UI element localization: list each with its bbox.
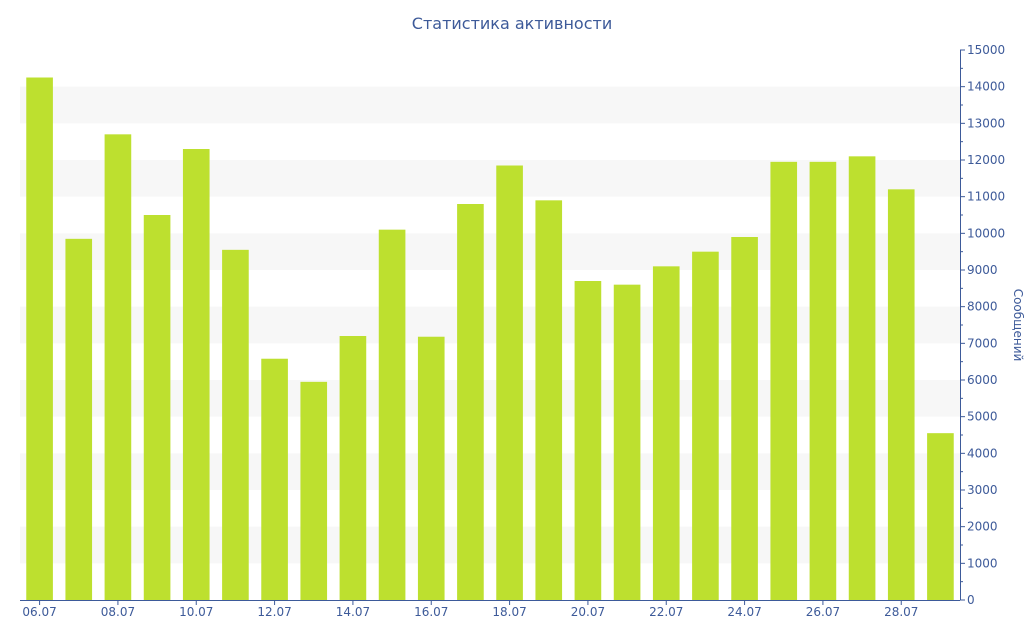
y-axis-label: Сообщений [1011,289,1024,362]
bar-18.07 [496,165,523,600]
bar-25.07 [770,161,798,601]
y-tick-label: 12000 [967,153,1005,167]
grid-band [20,380,960,417]
grid-band [20,453,960,490]
x-tick-label: 18.07 [492,605,526,619]
x-tick-label: 28.07 [884,605,918,619]
grid-bands [20,86,960,564]
bar-27.07 [848,156,876,601]
bar-12.07 [261,358,288,600]
x-tick-label: 26.07 [806,605,840,619]
bar-21.07 [613,284,641,600]
y-tick-label: 6000 [967,373,998,387]
bar-22.07 [652,266,680,600]
chart-title: Статистика активности [411,14,613,33]
bar-17.07 [457,204,484,600]
grid-band [20,306,960,344]
grid-band [20,526,960,564]
y-tick-label: 11000 [967,190,1005,204]
bar-29.07 [927,433,954,600]
x-tick-label: 24.07 [727,605,761,619]
y-tick-label: 5000 [967,410,998,424]
y-tick-label: 1000 [967,556,998,570]
x-tick-label: 10.07 [179,605,213,619]
bar-26.07 [809,161,837,601]
x-tick-label: 06.07 [22,605,56,619]
x-tick-label: 16.07 [414,605,448,619]
y-tick-label: 3000 [967,483,998,497]
y-tick-label: 8000 [967,300,998,314]
bar-15.07 [378,229,406,600]
bars-group [26,77,954,601]
y-tick-label: 15000 [967,43,1005,57]
y-axis: 0 1000 2000 3000 4000 5000 6000 7000 8000 9000 100… [960,43,1005,607]
x-tick-label: 12.07 [257,605,291,619]
y-tick-label: 4000 [967,446,998,460]
bar-20.07 [574,281,602,600]
y-tick-label: 0 [967,593,975,607]
bar-24.07 [731,237,758,600]
bar-23.07 [692,251,719,600]
y-tick-label: 10000 [967,226,1005,240]
grid-band [20,160,960,197]
bar-19.07 [535,200,563,601]
x-tick-label: 08.07 [101,605,135,619]
y-tick-label: 14000 [967,80,1005,94]
bar-14.07 [339,336,367,600]
grid-band [20,233,960,270]
bar-07.07 [65,238,93,601]
bar-08.07 [104,134,132,601]
bar-09.07 [143,215,171,600]
y-tick-label: 7000 [967,336,998,350]
bar-06.07 [26,77,53,600]
bar-28.07 [887,189,915,601]
y-tick-label: 13000 [967,116,1005,130]
grid-band [20,86,960,124]
bar-11.07 [222,249,249,601]
x-tick-label: 22.07 [649,605,683,619]
x-tick-label: 20.07 [571,605,605,619]
bar-16.07 [417,336,445,600]
x-axis: 06.07 08.07 10.07 12.07 14.07 16.07 18.07 20.07… [20,600,960,619]
x-tick-label: 14.07 [336,605,370,619]
bar-13.07 [300,381,328,600]
bar-10.07 [182,149,210,600]
y-tick-label: 9000 [967,263,998,277]
y-tick-label: 2000 [967,520,998,534]
